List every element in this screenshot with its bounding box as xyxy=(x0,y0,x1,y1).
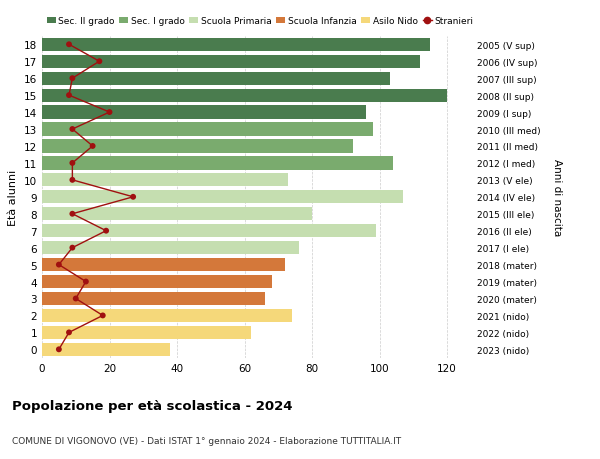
Point xyxy=(68,211,77,218)
Bar xyxy=(42,258,285,272)
Bar xyxy=(42,191,403,204)
Point xyxy=(81,278,91,285)
Point xyxy=(64,329,74,336)
Bar xyxy=(42,174,289,187)
Bar xyxy=(42,123,373,136)
Point xyxy=(128,194,138,201)
Point xyxy=(64,41,74,49)
Point xyxy=(64,92,74,100)
Bar xyxy=(42,292,265,305)
Y-axis label: Età alunni: Età alunni xyxy=(8,169,19,225)
Point xyxy=(68,177,77,184)
Bar xyxy=(42,39,430,52)
Text: Popolazione per età scolastica - 2024: Popolazione per età scolastica - 2024 xyxy=(12,399,293,412)
Bar xyxy=(42,326,251,339)
Text: COMUNE DI VIGONOVO (VE) - Dati ISTAT 1° gennaio 2024 - Elaborazione TUTTITALIA.I: COMUNE DI VIGONOVO (VE) - Dati ISTAT 1° … xyxy=(12,436,401,445)
Bar xyxy=(42,224,376,238)
Bar xyxy=(42,207,312,221)
Point xyxy=(68,75,77,83)
Point xyxy=(68,126,77,134)
Point xyxy=(88,143,97,150)
Bar xyxy=(42,241,299,255)
Bar xyxy=(42,309,292,322)
Bar xyxy=(42,157,393,170)
Point xyxy=(98,312,107,319)
Bar xyxy=(42,90,447,102)
Bar xyxy=(42,275,272,289)
Bar xyxy=(42,343,170,356)
Point xyxy=(101,228,111,235)
Bar xyxy=(42,106,366,119)
Point xyxy=(95,58,104,66)
Bar xyxy=(42,73,389,85)
Point xyxy=(68,160,77,167)
Point xyxy=(68,245,77,252)
Legend: Sec. II grado, Sec. I grado, Scuola Primaria, Scuola Infanzia, Asilo Nido, Stran: Sec. II grado, Sec. I grado, Scuola Prim… xyxy=(47,17,473,26)
Point xyxy=(54,346,64,353)
Point xyxy=(54,261,64,269)
Bar xyxy=(42,140,353,153)
Bar xyxy=(42,56,420,69)
Y-axis label: Anni di nascita: Anni di nascita xyxy=(551,159,562,236)
Point xyxy=(105,109,115,117)
Point xyxy=(71,295,80,302)
